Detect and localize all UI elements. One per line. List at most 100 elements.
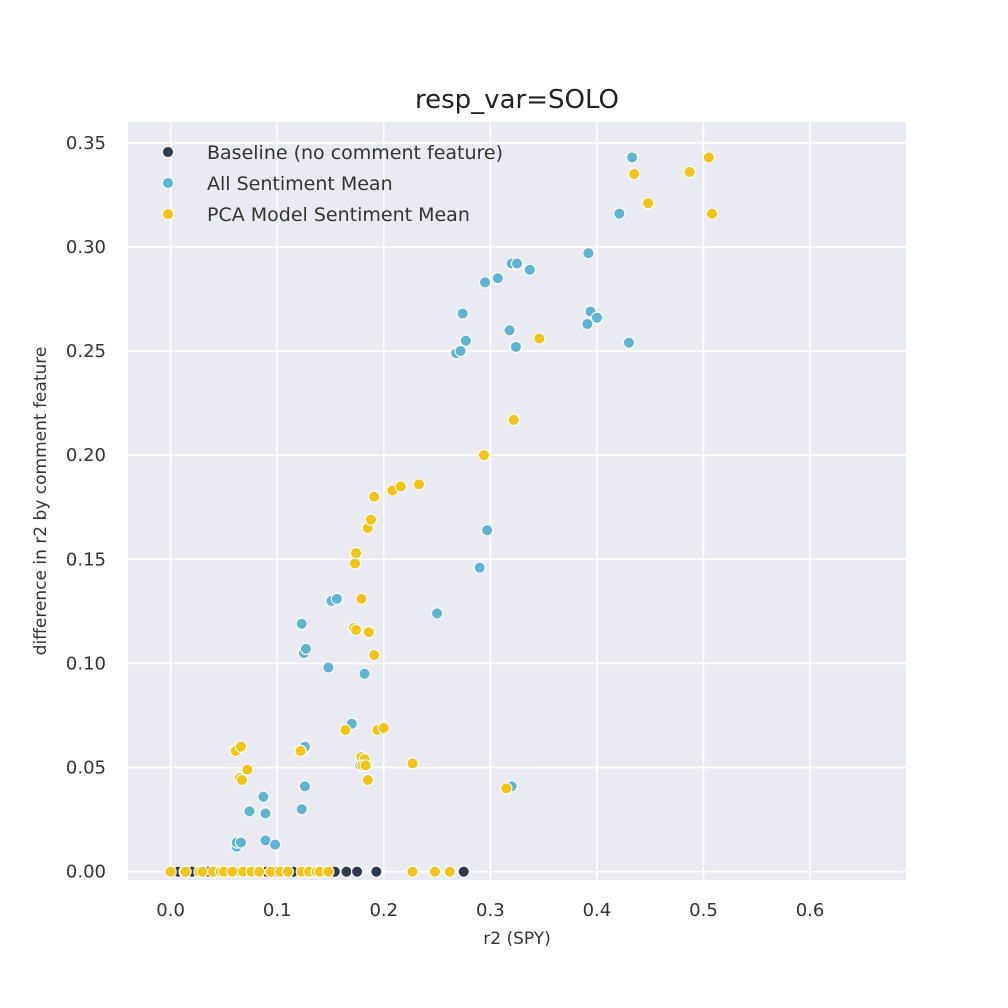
data-point (349, 546, 363, 560)
y-tick-label: 0.00 (66, 862, 106, 883)
data-point (481, 524, 494, 537)
legend-marker (161, 145, 175, 159)
data-point (368, 648, 381, 662)
data-point (370, 865, 383, 878)
data-point (394, 480, 407, 493)
series-2 (164, 151, 719, 878)
y-tick-labels: 0.00 0.05 0.10 0.15 0.20 0.25 0.30 0.35 (66, 133, 106, 883)
data-point (457, 865, 470, 878)
x-tick-label: 0.1 (263, 900, 292, 921)
data-point (235, 773, 249, 787)
data-point (179, 865, 192, 878)
y-tick-label: 0.25 (66, 341, 106, 362)
data-point (613, 207, 626, 220)
data-point (298, 780, 312, 793)
y-tick-label: 0.30 (66, 237, 106, 258)
data-point (406, 757, 419, 770)
legend: Baseline (no comment feature) All Sentime… (161, 142, 503, 226)
series-1 (230, 151, 639, 853)
chart-title: resp_var=SOLO (415, 85, 619, 115)
data-point (491, 272, 504, 285)
data-point (456, 307, 469, 320)
data-point (361, 773, 374, 787)
data-point (339, 723, 352, 737)
x-tick-label: 0.6 (796, 900, 825, 921)
data-point (683, 165, 696, 179)
data-point (430, 607, 444, 620)
data-point (355, 592, 368, 606)
x-tick-label: 0.4 (583, 900, 612, 921)
x-tick-label: 0.2 (369, 900, 398, 921)
data-point (243, 805, 256, 818)
data-point (622, 336, 636, 349)
data-point (196, 865, 209, 878)
data-point (322, 865, 335, 878)
data-point (702, 151, 715, 164)
y-tick-label: 0.05 (66, 758, 106, 779)
data-point (473, 561, 486, 574)
data-point (234, 836, 248, 849)
data-point (268, 838, 282, 851)
data-point (533, 332, 546, 345)
data-point (340, 865, 353, 878)
data-point (477, 449, 491, 462)
data-points (164, 151, 719, 878)
data-point (359, 759, 372, 772)
x-tick-label: 0.0 (156, 900, 185, 921)
data-point (358, 667, 371, 680)
data-point (478, 276, 492, 289)
data-point (364, 513, 378, 526)
grid-lines (128, 122, 906, 880)
data-point (377, 721, 390, 735)
data-point (241, 763, 254, 776)
data-point (641, 197, 655, 210)
data-point (523, 263, 536, 277)
data-point (299, 642, 313, 656)
data-point (500, 782, 513, 795)
data-point (330, 592, 344, 606)
legend-label: All Sentiment Mean (207, 173, 393, 195)
y-tick-label: 0.20 (66, 445, 106, 466)
data-point (625, 151, 639, 164)
data-point (510, 257, 524, 270)
plot-area (128, 122, 906, 880)
x-tick-labels: 0.0 0.1 0.2 0.3 0.4 0.5 0.6 (156, 900, 824, 921)
data-point (252, 865, 266, 878)
x-axis-label: r2 (SPY) (483, 929, 551, 949)
data-point (368, 490, 381, 503)
data-point (295, 803, 308, 816)
data-point (259, 807, 272, 820)
x-tick-label: 0.3 (476, 900, 505, 921)
y-tick-label: 0.15 (66, 549, 106, 570)
data-point (507, 413, 520, 426)
data-point (459, 334, 472, 347)
y-axis-label: difference in r2 by comment feature (31, 347, 51, 656)
data-point (234, 740, 248, 753)
data-point (164, 865, 177, 878)
data-point (294, 744, 307, 758)
data-point (428, 865, 442, 878)
legend-label: Baseline (no comment feature) (207, 142, 503, 164)
legend-marker (161, 207, 175, 221)
data-point (348, 557, 362, 570)
data-point (581, 317, 594, 331)
data-point (705, 207, 719, 220)
data-point (590, 311, 604, 324)
data-point (628, 167, 641, 181)
data-point (226, 865, 239, 878)
legend-marker (161, 176, 175, 190)
data-point (295, 617, 308, 631)
data-point (350, 865, 364, 878)
data-point (281, 865, 295, 878)
data-point (349, 623, 363, 637)
y-tick-label: 0.10 (66, 653, 106, 674)
data-point (509, 340, 523, 354)
data-point (582, 247, 595, 260)
data-point (454, 344, 467, 358)
data-point (503, 324, 516, 337)
data-point (443, 865, 457, 878)
data-point (362, 626, 376, 639)
y-tick-label: 0.35 (66, 133, 106, 154)
x-tick-label: 0.5 (689, 900, 718, 921)
